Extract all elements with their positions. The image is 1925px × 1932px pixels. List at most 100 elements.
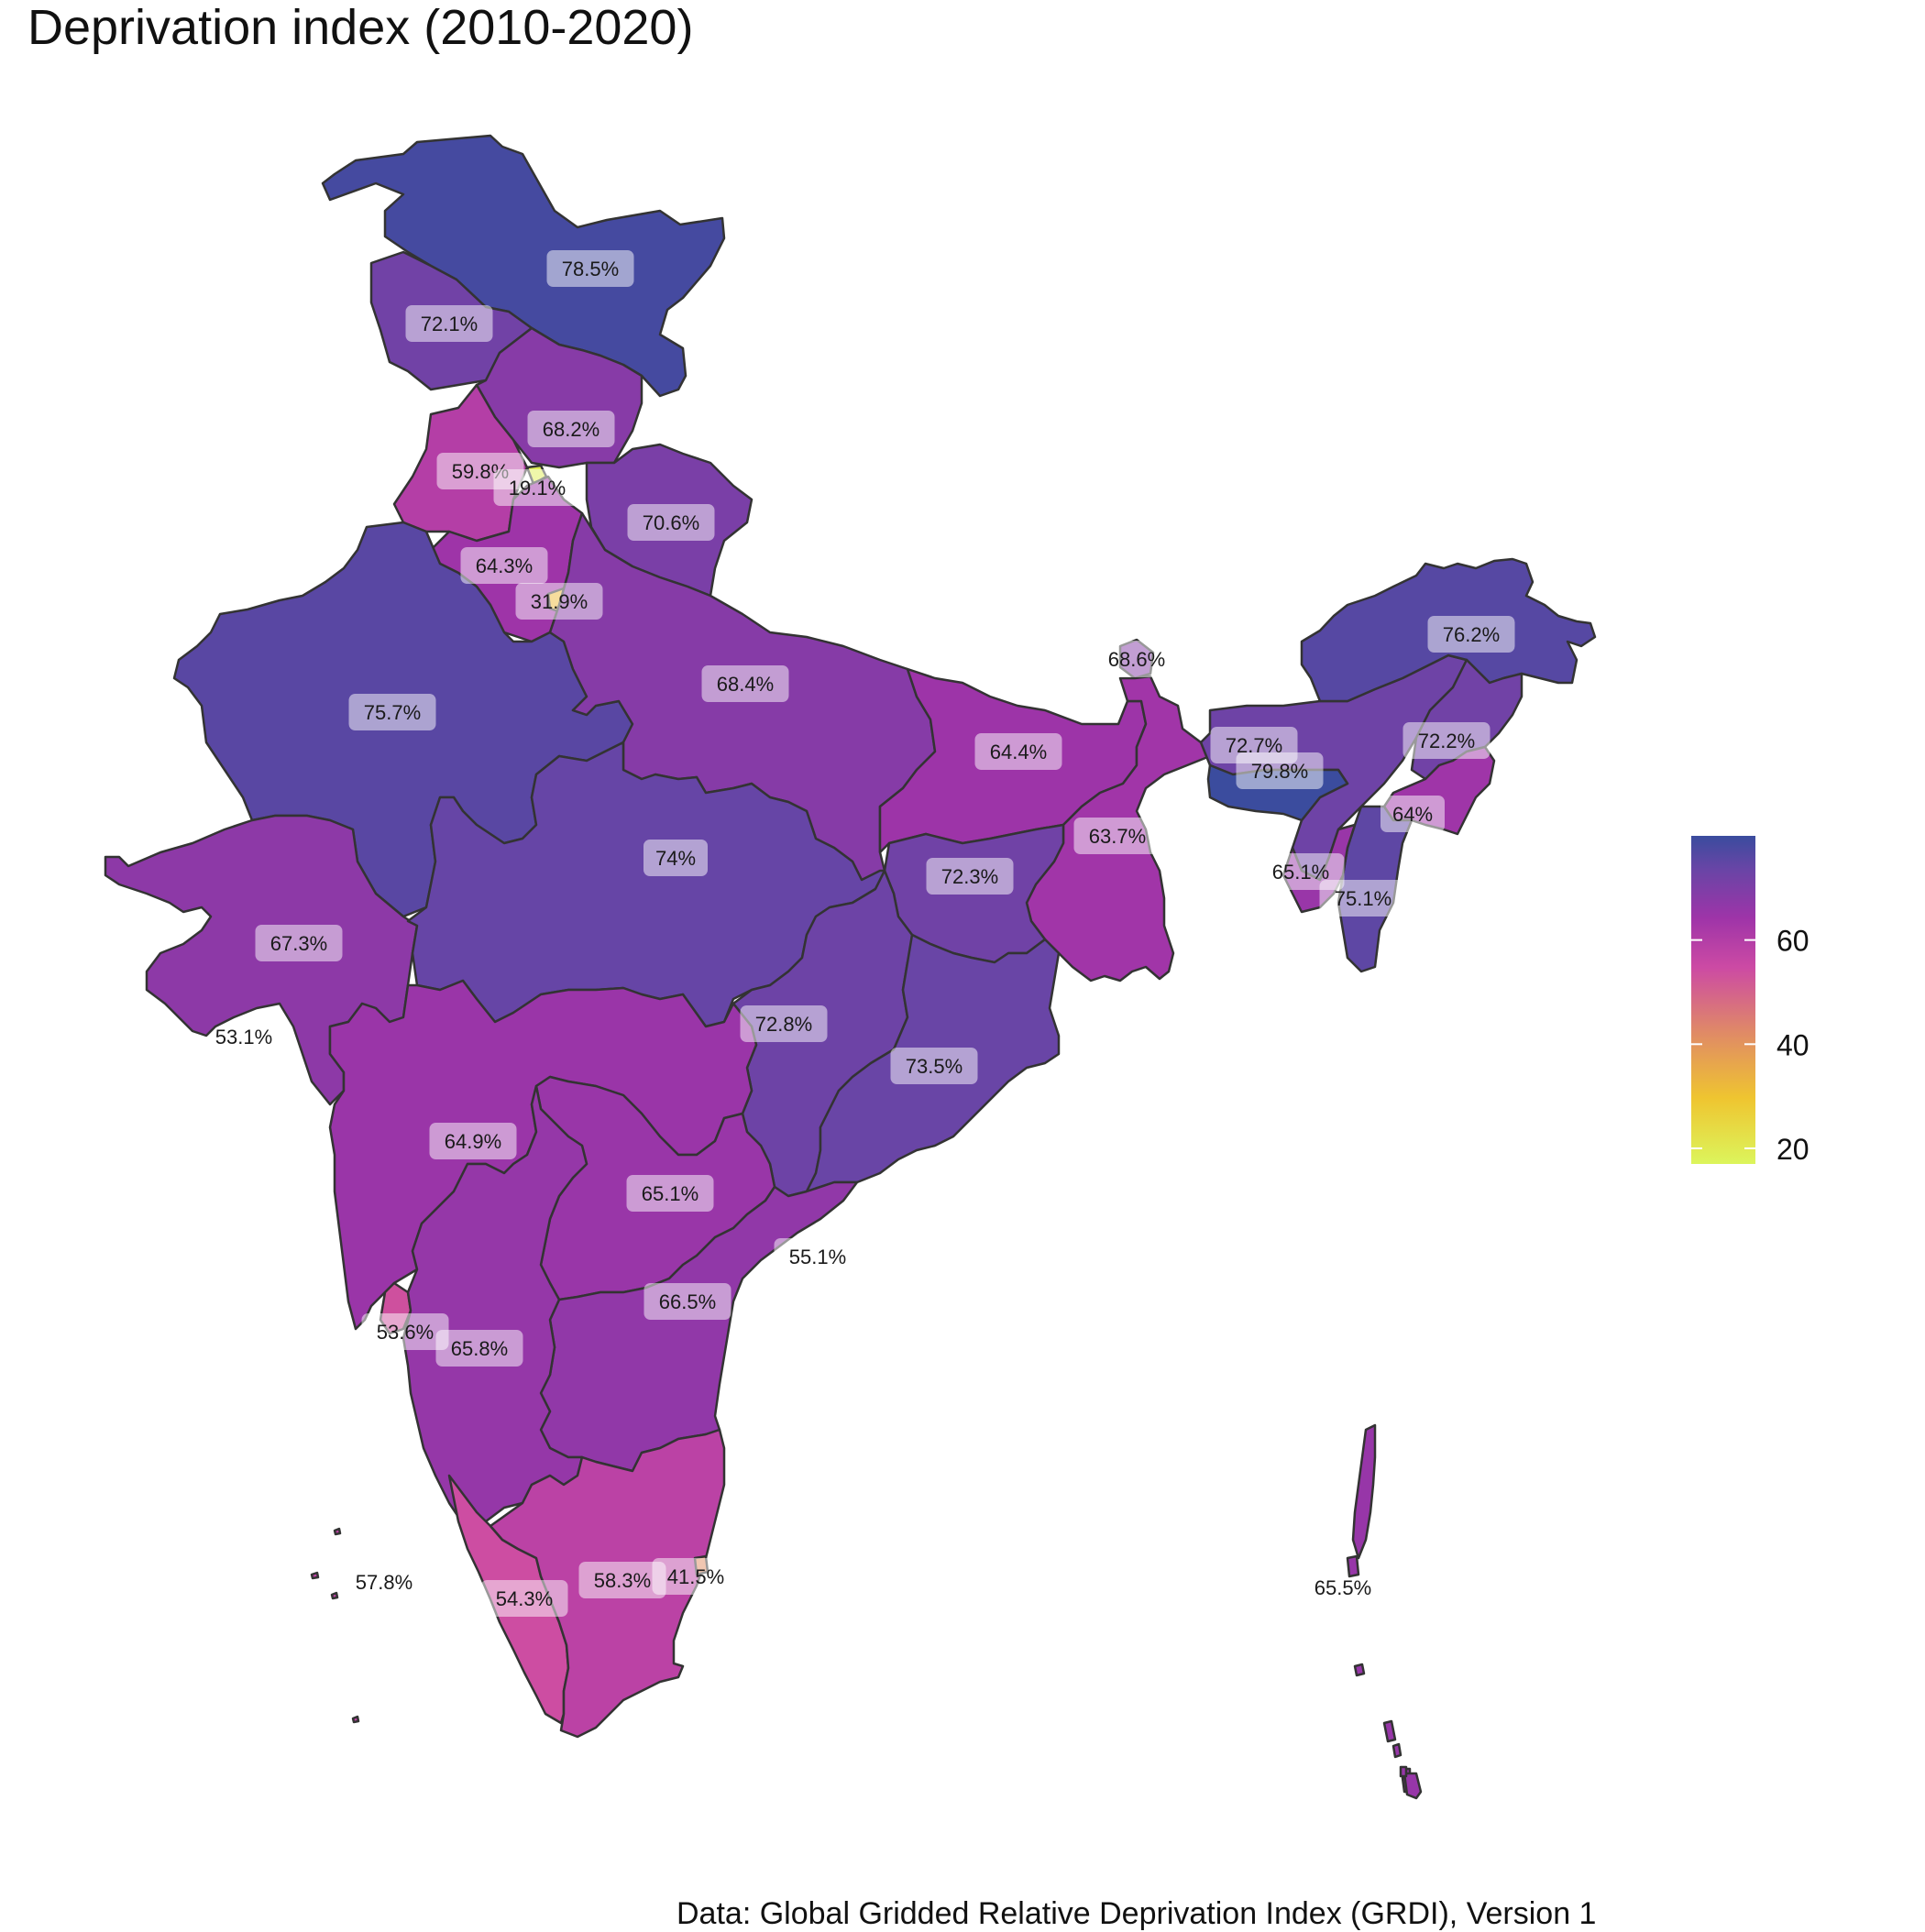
region-value-text: 55.1% [789,1246,846,1268]
region-value-text: 73.5% [906,1055,962,1078]
color-legend: 20 40 60 [1691,836,1810,1166]
region-value-label: 54.3% [480,1580,568,1617]
region-value-label: 53.1% [215,1026,272,1048]
region-value-text: 72.2% [1418,730,1475,752]
label-background [1380,796,1445,832]
legend-tick-label: 20 [1776,1133,1810,1166]
label-background [652,1558,740,1595]
region-value-label: 72.2% [1402,722,1490,759]
label-background [926,858,1014,895]
label-background [527,411,615,447]
region-value-text: 64.3% [476,554,533,577]
region-value-label: 58.3% [578,1562,666,1598]
region-value-label: 64.3% [460,547,548,584]
label-background [644,1283,732,1320]
region-value-label: 68.6% [1093,641,1181,677]
region-value-text: 67.3% [270,932,327,955]
region-value-text: 78.5% [562,258,619,280]
region-value-text: 76.2% [1443,623,1500,646]
region-value-text: 63.7% [1089,825,1146,848]
legend-colorbar [1691,836,1755,1164]
region-value-text: 68.4% [717,673,774,696]
label-background [1257,853,1345,890]
region-value-label: 64.9% [429,1123,517,1159]
region-value-label: 79.8% [1236,752,1324,789]
label-background [361,1313,449,1350]
region-value-text: 64.4% [990,741,1047,763]
region-value-label: 31.9% [515,583,603,620]
label-background [405,305,493,342]
region-value-label: 65.1% [626,1175,714,1212]
region-nicobar-3 [1392,1742,1402,1759]
map-title: Deprivation index (2010-2020) [28,0,694,55]
region-value-text: 65.1% [642,1182,698,1205]
region-value-text: 75.1% [1335,887,1392,910]
label-background [626,1175,714,1212]
region-value-label: 64% [1380,796,1445,832]
region-value-label: 64.4% [974,733,1062,770]
region-jammu-kashmir [321,134,726,398]
region-value-text: 54.3% [496,1587,553,1610]
label-background [1093,641,1181,677]
region-value-label: 63.7% [1073,818,1161,854]
region-value-label: 68.2% [527,411,615,447]
region-value-label: 72.1% [405,305,493,342]
region-value-text: 68.6% [1108,648,1165,671]
region-value-label: 65.1% [1257,853,1345,890]
region-lakshadweep-1 [333,1527,342,1536]
label-background [515,583,603,620]
region-value-text: 68.2% [543,418,600,441]
label-background [1236,752,1324,789]
region-value-text: 72.8% [755,1013,812,1036]
region-value-text: 74% [655,847,696,870]
region-value-label: 67.3% [255,925,343,961]
region-value-label: 75.7% [348,694,436,730]
label-background [546,250,634,287]
region-value-text: 41.5% [667,1565,724,1588]
region-value-text: 53.6% [377,1321,434,1344]
region-value-text: 64.9% [445,1130,501,1153]
label-background [774,1238,862,1275]
label-background [1073,818,1161,854]
region-value-label: 72.8% [740,1005,828,1042]
region-value-text: 72.3% [941,865,998,888]
label-background [348,694,436,730]
legend-tick-label: 40 [1776,1028,1810,1061]
label-background [1427,616,1515,653]
region-lakshadweep-2 [310,1571,320,1580]
region-value-text: 57.8% [356,1571,412,1594]
label-background [1402,722,1490,759]
label-background [974,733,1062,770]
label-background [627,504,715,541]
region-value-label: 72.3% [926,858,1014,895]
label-background [460,547,548,584]
region-value-label: 53.6% [361,1313,449,1350]
region-nicobar-1 [1353,1663,1366,1677]
legend-tick-label: 60 [1776,925,1810,958]
region-value-text: 79.8% [1251,760,1308,783]
region-value-text: 31.9% [531,590,588,613]
label-background [493,469,581,506]
region-nicobar-6 [1402,1772,1423,1800]
label-background [435,1330,523,1367]
region-value-label: 41.5% [652,1558,740,1595]
region-value-label: 73.5% [890,1048,978,1084]
region-value-text: 72.1% [421,313,478,335]
region-value-text: 65.5% [1314,1576,1371,1599]
region-value-text: 53.1% [215,1026,272,1048]
region-nicobar-2 [1382,1719,1397,1743]
region-value-label: 68.4% [701,665,789,702]
region-value-text: 75.7% [364,701,421,724]
region-value-label: 70.6% [627,504,715,541]
region-andaman-mid [1346,1554,1360,1578]
region-karnataka [402,1084,588,1532]
label-background [429,1123,517,1159]
region-value-text: 65.8% [451,1337,508,1360]
region-value-text: 65.1% [1272,861,1329,884]
region-value-text: 58.3% [594,1569,651,1592]
region-value-label: 65.8% [435,1330,523,1367]
region-lakshadweep-3 [330,1591,339,1600]
region-value-label: 75.1% [1319,880,1407,917]
label-background [480,1580,568,1617]
label-background [644,840,708,876]
